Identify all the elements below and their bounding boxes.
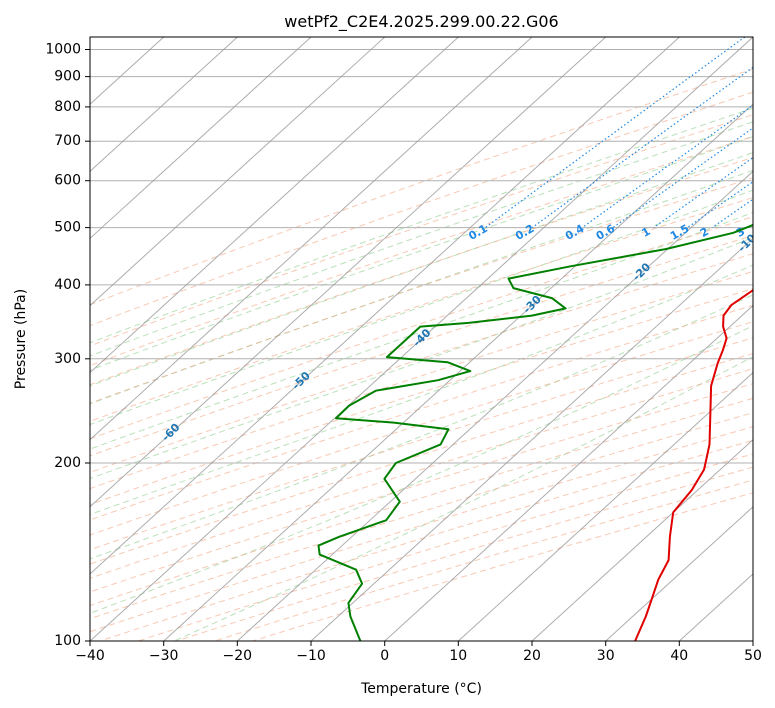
dry-adiabat-line <box>90 412 753 620</box>
dry-adiabat-line <box>90 304 753 521</box>
y-tick-label: 1000 <box>45 42 81 58</box>
mixing-ratio-lines <box>484 37 753 229</box>
dry-adiabat-line <box>251 492 753 641</box>
temperature-profile-line <box>634 289 753 641</box>
x-tick-label: 20 <box>523 648 541 664</box>
isotherm-line <box>90 37 753 641</box>
sounding-profiles <box>317 223 753 641</box>
dewpoint-profile-line <box>317 223 753 641</box>
mixing-ratio-line <box>531 66 753 229</box>
dry-adiabat-line <box>212 479 753 641</box>
x-tick-label: 40 <box>670 648 688 664</box>
x-tick-label: −20 <box>223 648 253 664</box>
x-axis-ticks: −40 −30 −20 −10 0 10 20 30 40 50 <box>75 641 762 664</box>
dry-adiabat-line <box>90 352 753 565</box>
dry-adiabat-line <box>90 234 753 457</box>
moist-adiabat-line <box>90 189 753 426</box>
dry-adiabat-line <box>90 114 753 347</box>
y-axis-label: Pressure (hPa) <box>13 289 29 389</box>
dry-adiabat-line <box>90 135 753 367</box>
isotherm-line <box>384 304 753 641</box>
y-tick-label: 400 <box>54 277 81 293</box>
x-tick-label: 10 <box>449 648 467 664</box>
isotherm-line <box>90 37 607 508</box>
dry-adiabats <box>90 68 753 641</box>
x-tick-label: −40 <box>75 648 105 664</box>
dry-adiabat-line <box>90 270 753 490</box>
dry-adiabat-line <box>90 397 753 607</box>
x-tick-label: 0 <box>380 648 389 664</box>
moist-adiabat-line <box>90 152 753 387</box>
dry-adiabat-line <box>90 426 753 633</box>
isotherm-line <box>90 37 681 575</box>
mixing-ratio-line <box>581 104 753 229</box>
isotherm-line <box>457 371 753 641</box>
pressure-gridlines <box>90 49 753 641</box>
y-tick-label: 900 <box>54 69 81 85</box>
dry-adiabat-line <box>90 91 753 327</box>
isotherm-line <box>90 37 460 374</box>
moist-adiabat-line <box>90 107 753 344</box>
x-tick-label: −10 <box>296 648 326 664</box>
dry-adiabat-line <box>90 288 753 506</box>
y-tick-label: 200 <box>54 455 81 471</box>
isotherms <box>90 37 753 641</box>
y-tick-label: 700 <box>54 133 81 149</box>
dry-adiabat-line <box>90 216 753 440</box>
y-tick-label: 100 <box>54 633 81 649</box>
plot-frame <box>89 36 754 642</box>
moist-adiabat-line <box>90 236 753 480</box>
isotherm-line <box>605 506 753 641</box>
isotherm-line <box>90 37 533 441</box>
dry-adiabat-line <box>98 439 753 641</box>
isotherm-line <box>90 37 239 172</box>
isotherm-line <box>163 103 753 641</box>
isotherm-line <box>310 237 753 641</box>
y-tick-label: 500 <box>54 220 81 236</box>
plot-area: -100-90-80-70-60-50-40-30-20-1000.10.20.… <box>90 37 753 641</box>
moist-adiabats <box>90 107 753 641</box>
isotherm-line <box>90 37 312 240</box>
x-tick-label: 50 <box>744 648 762 664</box>
moist-adiabat-line <box>90 136 753 371</box>
y-tick-label: 800 <box>54 99 81 115</box>
isotherm-line <box>236 170 753 641</box>
x-axis-label: Temperature (°C) <box>360 681 482 697</box>
isotherm-line <box>531 439 753 641</box>
chart-title: wetPf2_C2E4.2025.299.00.22.G06 <box>284 12 558 32</box>
x-tick-label: −30 <box>149 648 179 664</box>
x-tick-label: 30 <box>597 648 615 664</box>
mixing-ratio-line <box>653 156 753 229</box>
moist-adiabat-line <box>90 211 753 450</box>
y-axis-ticks: 100 200 300 400 500 600 700 800 900 1000 <box>45 42 90 649</box>
y-tick-label: 300 <box>54 351 81 367</box>
isotherm-line <box>90 37 386 307</box>
y-tick-label: 600 <box>54 173 81 189</box>
moist-adiabat-line <box>90 121 753 357</box>
dry-adiabat-line <box>90 253 753 474</box>
